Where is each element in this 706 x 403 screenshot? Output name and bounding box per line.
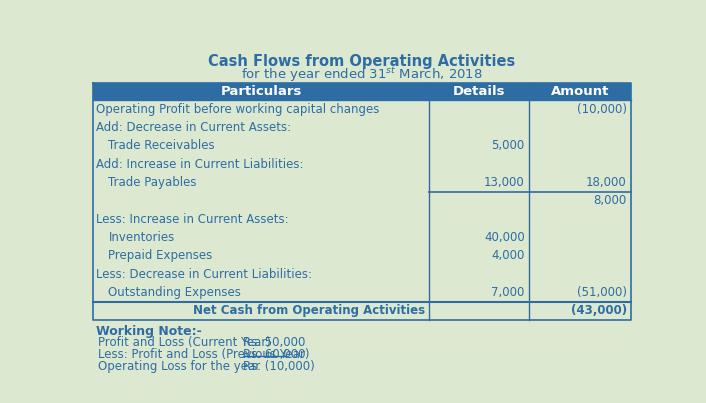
Text: Add: Decrease in Current Assets:: Add: Decrease in Current Assets:: [96, 121, 291, 134]
Text: for the year ended 31$^{st}$ March, 2018: for the year ended 31$^{st}$ March, 2018: [241, 65, 483, 84]
Text: Net Cash from Operating Activities: Net Cash from Operating Activities: [193, 305, 425, 318]
Text: Trade Receivables: Trade Receivables: [109, 139, 215, 152]
Text: 13,000: 13,000: [484, 176, 525, 189]
Text: 40,000: 40,000: [484, 231, 525, 244]
Text: Trade Payables: Trade Payables: [109, 176, 197, 189]
Text: Less: Increase in Current Assets:: Less: Increase in Current Assets:: [96, 213, 289, 226]
Text: 18,000: 18,000: [586, 176, 627, 189]
Text: 5,000: 5,000: [491, 139, 525, 152]
Text: Details: Details: [453, 85, 505, 98]
Bar: [93, 83, 630, 100]
Text: Operating Loss for the year: Operating Loss for the year: [97, 360, 260, 373]
Text: (10,000): (10,000): [577, 103, 627, 116]
Text: Rs. 50,000: Rs. 50,000: [244, 336, 306, 349]
Text: Working Note:-: Working Note:-: [96, 325, 202, 338]
Text: Less: Decrease in Current Liabilities:: Less: Decrease in Current Liabilities:: [96, 268, 312, 281]
Text: 7,000: 7,000: [491, 286, 525, 299]
Text: Add: Increase in Current Liabilities:: Add: Increase in Current Liabilities:: [96, 158, 304, 171]
Text: Operating Profit before working capital changes: Operating Profit before working capital …: [96, 103, 379, 116]
Text: (51,000): (51,000): [577, 286, 627, 299]
Text: Cash Flows from Operating Activities: Cash Flows from Operating Activities: [208, 54, 515, 69]
Text: Less: Profit and Loss (Previous Year): Less: Profit and Loss (Previous Year): [97, 348, 309, 361]
Text: Outstanding Expenses: Outstanding Expenses: [109, 286, 241, 299]
Text: (43,000): (43,000): [570, 305, 627, 318]
Bar: [93, 100, 630, 320]
Text: 4,000: 4,000: [491, 249, 525, 262]
Text: Prepaid Expenses: Prepaid Expenses: [109, 249, 213, 262]
Text: Profit and Loss (Current Year): Profit and Loss (Current Year): [97, 336, 270, 349]
Text: Amount: Amount: [551, 85, 609, 98]
Text: Rs. (10,000): Rs. (10,000): [244, 360, 315, 373]
Text: Inventories: Inventories: [109, 231, 174, 244]
Text: 8,000: 8,000: [594, 194, 627, 208]
Text: Rs. 60,000: Rs. 60,000: [244, 348, 306, 361]
Text: Particulars: Particulars: [220, 85, 301, 98]
